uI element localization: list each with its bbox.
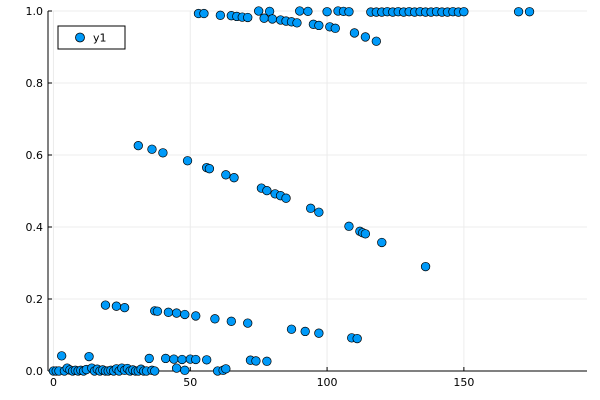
data-point <box>150 366 160 376</box>
data-point <box>163 307 174 317</box>
data-point <box>262 185 272 196</box>
data-point <box>295 6 305 16</box>
data-point <box>281 193 291 203</box>
data-point <box>180 365 190 375</box>
data-point <box>191 354 201 365</box>
data-point <box>377 237 387 248</box>
data-point <box>360 32 371 42</box>
legend-marker <box>75 32 85 43</box>
data-point <box>524 7 535 17</box>
data-point <box>221 170 231 180</box>
data-point <box>314 207 324 217</box>
data-point <box>267 14 278 24</box>
legend: y1 <box>57 25 126 50</box>
data-point <box>160 353 171 364</box>
axes <box>47 10 587 372</box>
data-point <box>215 10 226 20</box>
y-tick-label: 0.4 <box>26 221 44 234</box>
data-point <box>133 140 143 151</box>
data-point <box>300 326 310 337</box>
data-point <box>171 308 182 318</box>
data-point <box>322 7 332 17</box>
data-point <box>177 354 187 365</box>
data-point <box>229 173 239 183</box>
data-point <box>513 7 524 17</box>
y-tick-label: 0.2 <box>26 293 44 306</box>
data-point <box>459 7 469 17</box>
data-point <box>144 353 154 364</box>
data-point <box>420 261 431 272</box>
legend-box <box>57 25 126 50</box>
y-tick-label: 0.6 <box>26 149 44 162</box>
data-point <box>221 364 231 374</box>
data-point <box>286 324 297 334</box>
data-point <box>352 333 362 344</box>
data-point <box>111 301 122 311</box>
tick-labels: 0 50 100 150 0.0 0.2 0.4 0.6 0.8 1.0 <box>26 5 475 389</box>
data-point <box>360 229 371 239</box>
data-point <box>152 306 163 316</box>
data-point <box>182 156 193 166</box>
data-point <box>314 20 324 31</box>
data-point <box>171 363 182 373</box>
data-point <box>180 309 190 320</box>
data-point <box>169 354 179 364</box>
data-point <box>344 221 354 231</box>
data-point <box>119 302 130 313</box>
y-tick-label: 1.0 <box>26 5 44 18</box>
data-point <box>330 23 340 33</box>
data-points <box>48 6 535 376</box>
data-point <box>371 36 381 46</box>
data-point <box>303 6 313 17</box>
data-point <box>251 356 261 366</box>
y-tick-label: 0.8 <box>26 77 44 90</box>
data-point <box>191 311 201 321</box>
data-point <box>199 8 209 19</box>
x-tick-label: 0 <box>50 376 57 389</box>
data-point <box>243 318 253 328</box>
x-tick-label: 100 <box>317 376 338 389</box>
data-point <box>254 6 264 16</box>
x-tick-label: 50 <box>183 376 197 389</box>
data-point <box>100 300 111 310</box>
data-point <box>158 148 168 158</box>
data-point <box>226 316 236 326</box>
data-point <box>57 351 67 361</box>
grid <box>48 10 587 372</box>
legend-label: y1 <box>93 32 107 45</box>
data-point <box>292 18 302 28</box>
data-point <box>204 164 215 174</box>
data-point <box>210 314 220 324</box>
data-point <box>262 356 272 366</box>
x-tick-label: 150 <box>453 376 474 389</box>
data-point <box>306 203 316 213</box>
data-point <box>344 7 354 17</box>
data-point <box>84 351 94 362</box>
data-point <box>349 28 360 38</box>
data-point <box>147 144 157 154</box>
data-point <box>243 12 253 23</box>
y-tick-label: 0.0 <box>26 365 44 378</box>
data-point <box>314 328 324 338</box>
data-point <box>202 355 212 365</box>
